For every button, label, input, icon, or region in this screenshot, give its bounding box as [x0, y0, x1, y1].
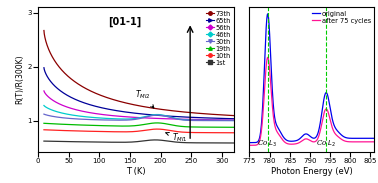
original	[355, 137, 359, 139]
original	[265, 13, 270, 15]
after 75 cycles	[372, 141, 376, 143]
Text: $T_{MI2}$: $T_{MI2}$	[135, 89, 154, 108]
original	[372, 137, 376, 139]
original	[255, 141, 259, 143]
after 75 cycles	[320, 121, 324, 123]
after 75 cycles	[247, 144, 252, 146]
X-axis label: T (K): T (K)	[126, 167, 146, 176]
Text: [01-1]: [01-1]	[108, 17, 142, 27]
original	[247, 142, 252, 144]
after 75 cycles	[342, 140, 347, 142]
after 75 cycles	[355, 141, 359, 143]
Text: $T_{MI1}$: $T_{MI1}$	[166, 132, 187, 144]
Line: original: original	[249, 14, 374, 143]
Y-axis label: R(T)/R(300K): R(T)/R(300K)	[15, 55, 24, 104]
after 75 cycles	[327, 115, 332, 117]
after 75 cycles	[255, 144, 259, 146]
after 75 cycles	[323, 109, 328, 111]
original	[342, 136, 347, 138]
Text: Co $L_2$: Co $L_2$	[316, 138, 336, 149]
Legend: original, after 75 cycles: original, after 75 cycles	[311, 11, 371, 24]
after 75 cycles	[265, 56, 270, 58]
original	[327, 101, 332, 103]
Text: Co $L_3$: Co $L_3$	[257, 138, 277, 149]
Legend: 73th, 65th, 56th, 46th, 30th, 19th, 10th, 1st: 73th, 65th, 56th, 46th, 30th, 19th, 10th…	[206, 11, 231, 66]
X-axis label: Photon Energy (eV): Photon Energy (eV)	[271, 167, 353, 176]
Line: after 75 cycles: after 75 cycles	[249, 57, 374, 145]
original	[323, 92, 328, 95]
original	[320, 110, 324, 112]
